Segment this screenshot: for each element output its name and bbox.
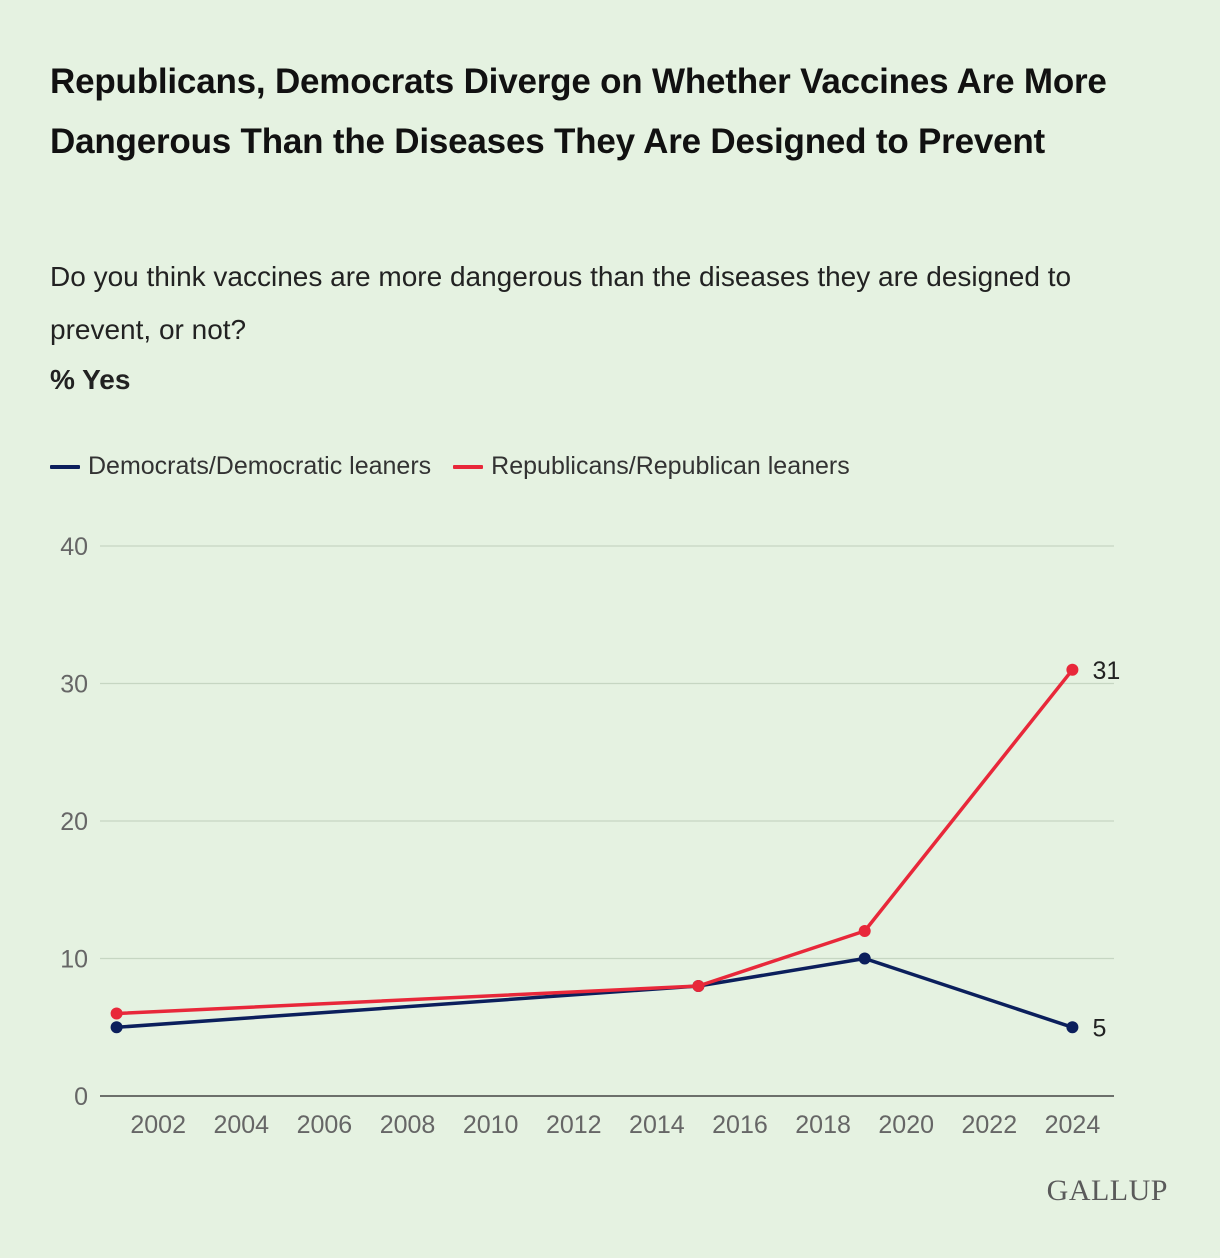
x-tick-label-2006: 2006 [297,1111,353,1139]
legend-swatch-democrats [50,464,80,469]
x-tick-label-2024: 2024 [1045,1111,1101,1139]
y-tick-label-0: 0 [74,1083,88,1111]
y-tick-label-20: 20 [60,808,88,836]
x-tick-label-2008: 2008 [380,1111,436,1139]
legend-swatch-republicans [453,464,484,469]
data-point-republicans-2015 [692,980,705,992]
legend-item-republicans: Republicans/Republican leaners [453,452,850,481]
legend: Democrats/Democratic leaners Republicans… [50,452,872,481]
data-point-democrats-2001 [110,1021,123,1034]
x-tick-label-2020: 2020 [878,1111,934,1139]
x-tick-label-2002: 2002 [130,1111,186,1139]
x-tick-label-2016: 2016 [712,1111,768,1139]
legend-item-democrats: Democrats/Democratic leaners [50,452,431,481]
data-point-republicans-2019 [858,925,871,937]
end-label-democrats: 5 [1092,1014,1106,1042]
y-tick-label-10: 10 [60,946,88,974]
unit-label: % Yes [50,364,131,395]
data-point-republicans-2001 [110,1007,123,1020]
x-tick-label-2018: 2018 [795,1111,851,1139]
x-tick-label-2004: 2004 [213,1111,269,1139]
y-tick-label-30: 30 [60,671,88,699]
series-line-democrats [114,956,1075,1030]
gallup-logo: GALLUP [1046,1174,1168,1207]
x-tick-label-2012: 2012 [546,1111,602,1139]
y-tick-label-40: 40 [60,533,88,561]
chart-subtitle: Do you think vaccines are more dangerous… [50,261,1072,345]
x-tick-label-2010: 2010 [463,1111,519,1139]
data-point-democrats-2019 [858,952,871,965]
legend-label-democrats: Democrats/Democratic leaners [88,452,432,480]
x-tick-label-2022: 2022 [962,1111,1018,1139]
data-point-republicans-2024 [1066,663,1079,676]
chart-title: Republicans, Democrats Diverge on Whethe… [50,62,1107,161]
series-line-republicans [114,668,1075,1016]
legend-label-republicans: Republicans/Republican leaners [491,452,850,480]
data-point-democrats-2024 [1066,1021,1079,1034]
x-tick-label-2014: 2014 [629,1111,685,1139]
end-label-republicans: 31 [1092,657,1120,685]
